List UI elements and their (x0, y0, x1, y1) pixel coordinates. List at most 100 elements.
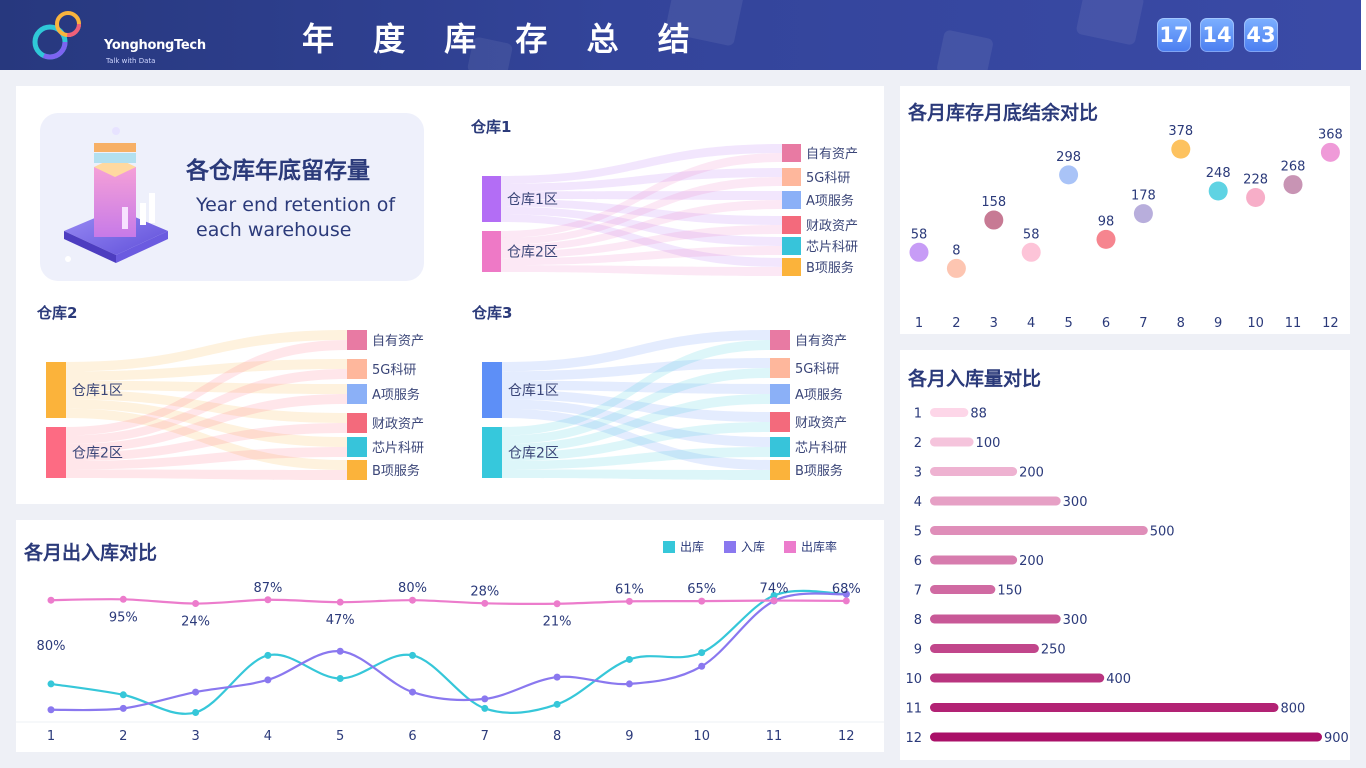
series-line (50, 592, 847, 712)
sankey-target-node (782, 144, 801, 162)
bar-value-label: 500 (1150, 525, 1175, 540)
series-point (336, 674, 344, 682)
bar (930, 644, 1039, 653)
scatter-point (1096, 229, 1116, 249)
series-point (625, 680, 633, 688)
sankey-target-label: A项服务 (795, 387, 843, 403)
series-point (770, 597, 778, 605)
bar (930, 732, 1322, 742)
legend-outbound[interactable]: 出库 (663, 538, 704, 555)
sankey-link (66, 423, 347, 461)
sankey-title-1: 仓库1 (471, 118, 512, 136)
sankey-link (501, 177, 782, 245)
scatter-value-label: 268 (1281, 160, 1306, 175)
sankey-target-label: 5G科研 (795, 362, 839, 377)
sankey-link (66, 369, 347, 444)
bar (930, 437, 974, 447)
sankey-target-label: B项服务 (806, 260, 854, 276)
series-point (481, 599, 489, 607)
sankey-link (501, 191, 782, 200)
x-tick-label: 9 (625, 729, 633, 744)
warehouse-illustration-icon (64, 127, 168, 263)
sankey-source-node (482, 362, 502, 418)
window-edge (1361, 0, 1366, 70)
sankey-target-node (782, 168, 801, 186)
scatter-value-label: 58 (911, 227, 928, 242)
sankey-source-node (46, 427, 66, 478)
y-tick-label: 7 (914, 584, 922, 599)
series-point (698, 649, 706, 657)
scatter-point (909, 242, 929, 262)
inbound-chart-title: 各月入库量对比 (908, 368, 1042, 390)
scatter-point (1246, 187, 1266, 207)
series-point (192, 600, 200, 608)
sankey-source-label: 仓库1区 (507, 192, 558, 208)
sankey-source-label: 仓库1区 (508, 383, 559, 399)
sankey-link (501, 144, 782, 184)
sankey-target-label: B项服务 (795, 463, 843, 479)
sankey-link (501, 199, 782, 225)
sankey-target-label: 自有资产 (372, 334, 424, 349)
scatter-value-label: 378 (1168, 124, 1193, 139)
sankey-link (502, 447, 770, 470)
sankey-target-label: 财政资产 (806, 219, 858, 234)
series-point (192, 708, 200, 716)
series-point (409, 651, 416, 659)
sankey-target-node (770, 358, 790, 378)
bar (930, 555, 1018, 565)
sankey-link (66, 469, 347, 480)
bar-value-label: 88 (970, 407, 987, 422)
series-point (119, 691, 127, 699)
sankey-link (502, 422, 770, 461)
sankey-link (501, 200, 782, 252)
sankey-target-label: 芯片科研 (806, 240, 858, 255)
y-tick-label: 8 (914, 613, 922, 628)
sankey-link (501, 153, 782, 238)
clock-minutes: 14 (1200, 18, 1234, 52)
series-point (47, 706, 55, 714)
x-tick-label: 4 (264, 729, 272, 744)
sankey-target-label: A项服务 (372, 387, 420, 403)
legend-swatch (724, 541, 736, 553)
balance-chart-title: 各月库存月底结余对比 (908, 102, 1099, 124)
x-tick-label: 10 (693, 729, 710, 744)
logo-name: YonghongTech (104, 38, 206, 53)
sankey-link (66, 394, 347, 453)
scatter-value-label: 368 (1318, 127, 1343, 142)
sankey-target-node (782, 191, 801, 209)
sankey-link (502, 394, 770, 453)
series-point (625, 655, 633, 663)
sankey-source-label: 仓库2区 (507, 245, 558, 261)
x-tick-label: 11 (1285, 316, 1302, 331)
x-tick-label: 4 (1027, 316, 1035, 331)
series-point (770, 592, 778, 600)
bar-value-label: 400 (1106, 672, 1131, 687)
scatter-point (1059, 165, 1079, 185)
y-tick-label: 9 (914, 643, 922, 658)
sankey-target-node (782, 216, 801, 234)
x-tick-label: 2 (952, 316, 960, 331)
scatter-value-label: 8 (952, 243, 960, 258)
sankey-target-label: A项服务 (806, 193, 854, 209)
legend-outbound-rate[interactable]: 出库率 (784, 538, 837, 555)
y-tick-label: 10 (905, 672, 922, 687)
sankey-link (66, 380, 347, 394)
series-point (192, 688, 200, 696)
series-point (336, 598, 344, 606)
sankey-link (502, 358, 770, 381)
sankey-source-label: 仓库2区 (508, 446, 559, 462)
series-point (119, 704, 127, 712)
sankey-link (66, 408, 347, 470)
y-tick-label: 11 (905, 702, 922, 717)
company-logo[interactable]: YonghongTech Talk with Data (28, 6, 206, 66)
x-tick-label: 1 (915, 316, 923, 331)
y-tick-label: 1 (914, 407, 922, 422)
legend-inbound[interactable]: 入库 (724, 538, 765, 555)
x-tick-label: 8 (553, 729, 561, 744)
bar (930, 614, 1061, 624)
bar (930, 585, 996, 594)
bar-value-label: 100 (976, 436, 1001, 451)
scatter-point (1208, 181, 1228, 201)
